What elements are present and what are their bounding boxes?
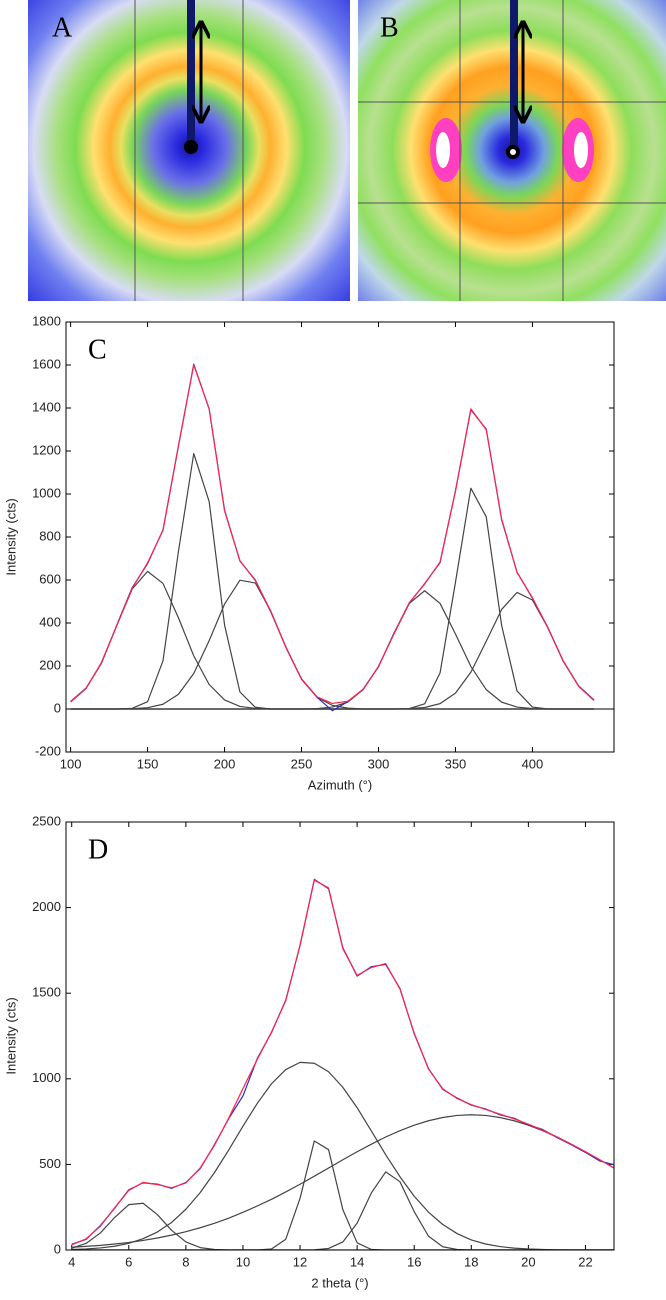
x-tick-label: 20 [521,1254,535,1269]
y-tick-label: 1000 [32,485,61,500]
y-tick-label: 1500 [32,985,61,1000]
series-line [70,590,594,710]
series-line [71,1202,614,1250]
x-tick-label: 14 [350,1254,364,1269]
series-line [71,1140,614,1250]
y-tick-label: 200 [39,657,61,672]
panel-label: D [88,834,108,865]
pattern-a [28,0,350,301]
x-tick-label: 400 [522,756,544,771]
series-line [71,1171,614,1250]
series-line [70,363,595,712]
series-line [71,879,614,1246]
x-tick-label: 10 [236,1254,250,1269]
y-axis-label: Intensity (cts) [3,997,18,1074]
plot-frame [65,821,615,1251]
series-line [70,591,595,710]
y-tick-label: 0 [54,700,61,715]
series-line [70,579,594,710]
pattern-b [358,0,666,301]
y-tick-label: 600 [39,571,61,586]
x-tick-label: 150 [137,756,159,771]
x-tick-label: 16 [407,1254,421,1269]
plot-frame [65,321,615,753]
plot-lines [71,878,614,1250]
series-line [70,364,595,705]
x-tick-label: 12 [293,1254,307,1269]
series-line [71,1114,614,1248]
x-axis-label: 2 theta (°) [311,1275,368,1290]
x-tick-label: 250 [291,756,313,771]
x-tick-label: 6 [125,1254,132,1269]
y-tick-label: -200 [35,743,61,758]
y-tick-label: 400 [39,614,61,629]
x-tick-label: 200 [214,756,236,771]
x-tick-label: 300 [368,756,390,771]
x-tick-label: 8 [182,1254,189,1269]
series-line [70,452,594,710]
y-axis-label: Intensity (cts) [3,498,18,575]
y-tick-label: 1600 [32,356,61,371]
x-tick-label: 18 [464,1254,478,1269]
x-tick-label: 350 [445,756,467,771]
series-line [70,487,594,710]
y-tick-label: 1200 [32,442,61,457]
series-line [71,1061,614,1250]
panel-label: B [380,12,399,43]
y-tick-label: 2000 [32,899,61,914]
y-tick-label: 2500 [32,813,61,828]
panel-label: A [52,12,73,43]
plot-lines [70,363,595,712]
y-tick-label: 800 [39,528,61,543]
y-tick-label: 1800 [32,313,61,328]
x-tick-label: 22 [578,1254,592,1269]
series-line [70,570,594,710]
x-axis-label: Azimuth (°) [308,777,372,792]
panel-label: C [88,334,107,365]
series-line [71,878,614,1245]
x-tick-label: 100 [60,756,82,771]
y-tick-label: 1000 [32,1070,61,1085]
y-tick-label: 0 [54,1241,61,1256]
y-tick-label: 500 [39,1156,61,1171]
x-tick-label: 4 [68,1254,75,1269]
y-tick-label: 1400 [32,399,61,414]
